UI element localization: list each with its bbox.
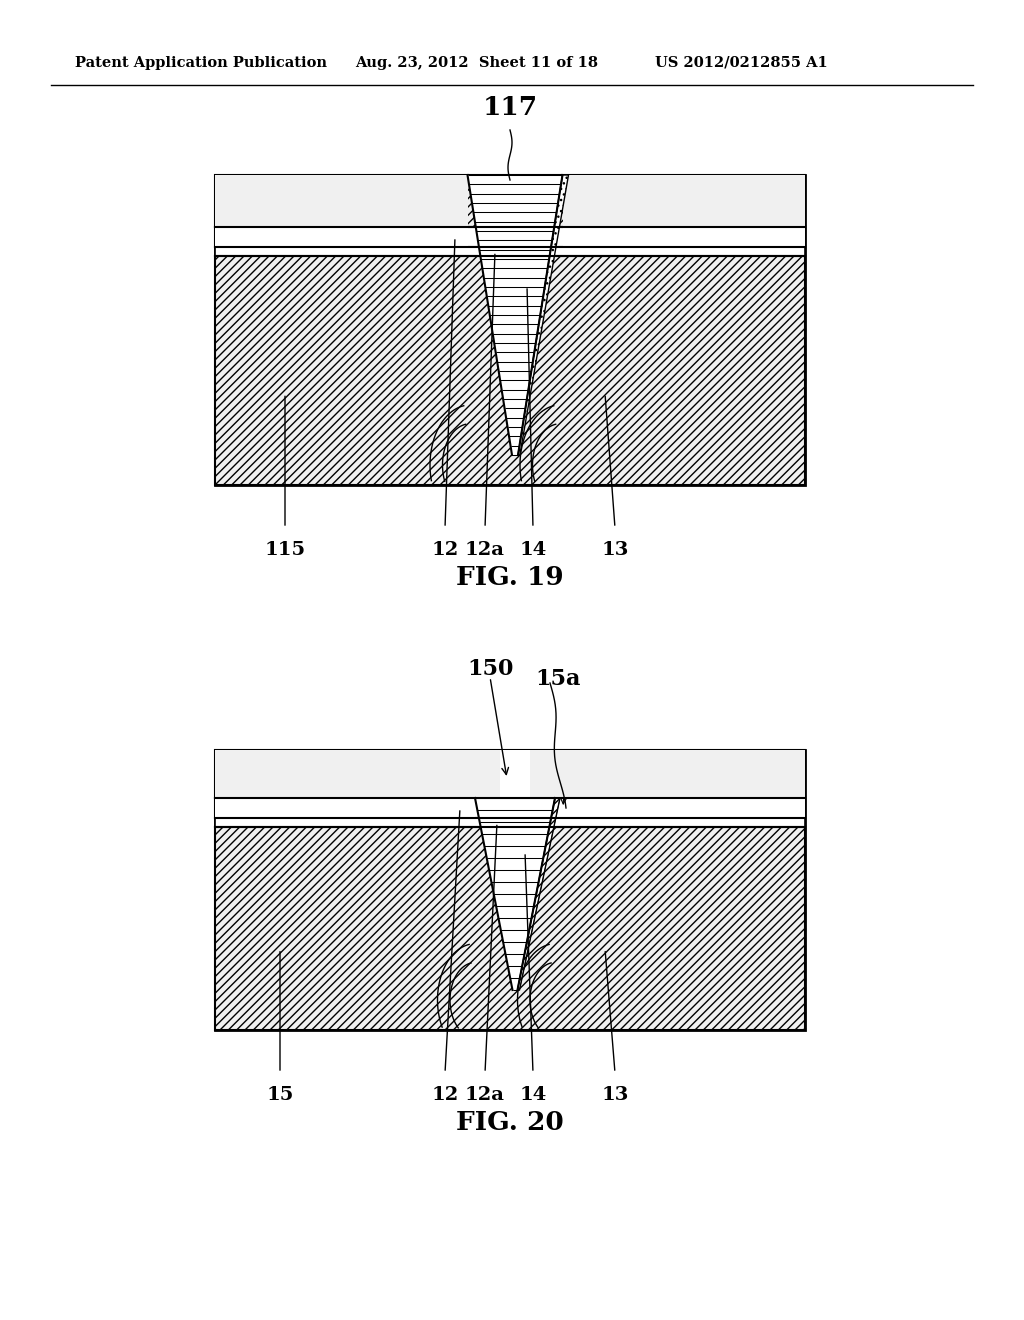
Bar xyxy=(215,176,468,227)
Bar xyxy=(215,750,500,799)
Bar xyxy=(215,227,805,247)
Text: 117: 117 xyxy=(482,95,538,120)
Text: Patent Application Publication: Patent Application Publication xyxy=(75,55,327,70)
Bar xyxy=(215,799,475,818)
Text: 13: 13 xyxy=(601,1086,629,1104)
Text: 12a: 12a xyxy=(465,541,505,558)
Text: FIG. 19: FIG. 19 xyxy=(456,565,564,590)
Text: FIG. 20: FIG. 20 xyxy=(456,1110,564,1135)
Text: 14: 14 xyxy=(519,1086,547,1104)
Text: 13: 13 xyxy=(601,541,629,558)
Bar xyxy=(215,247,805,256)
Bar xyxy=(215,799,805,818)
Polygon shape xyxy=(518,176,568,455)
Polygon shape xyxy=(475,799,555,990)
Text: 15a: 15a xyxy=(535,668,581,690)
Polygon shape xyxy=(468,176,562,455)
Bar xyxy=(530,750,805,799)
Text: 12a: 12a xyxy=(465,1086,505,1104)
Text: 12: 12 xyxy=(431,1086,459,1104)
Text: 12: 12 xyxy=(431,541,459,558)
Text: 14: 14 xyxy=(519,541,547,558)
Bar xyxy=(215,256,805,484)
Bar xyxy=(215,176,805,484)
Text: 115: 115 xyxy=(264,541,305,558)
Bar xyxy=(215,750,805,799)
Text: US 2012/0212855 A1: US 2012/0212855 A1 xyxy=(655,55,827,70)
Polygon shape xyxy=(517,799,560,990)
Bar xyxy=(555,799,805,818)
Bar xyxy=(562,176,805,227)
Text: 15: 15 xyxy=(266,1086,294,1104)
Text: 150: 150 xyxy=(467,657,513,680)
Bar xyxy=(215,828,805,1030)
Text: Aug. 23, 2012  Sheet 11 of 18: Aug. 23, 2012 Sheet 11 of 18 xyxy=(355,55,598,70)
Bar xyxy=(215,227,468,247)
Bar xyxy=(562,227,805,247)
Bar xyxy=(215,176,805,227)
Bar xyxy=(215,750,805,1030)
Polygon shape xyxy=(500,750,530,799)
Bar xyxy=(215,818,805,828)
